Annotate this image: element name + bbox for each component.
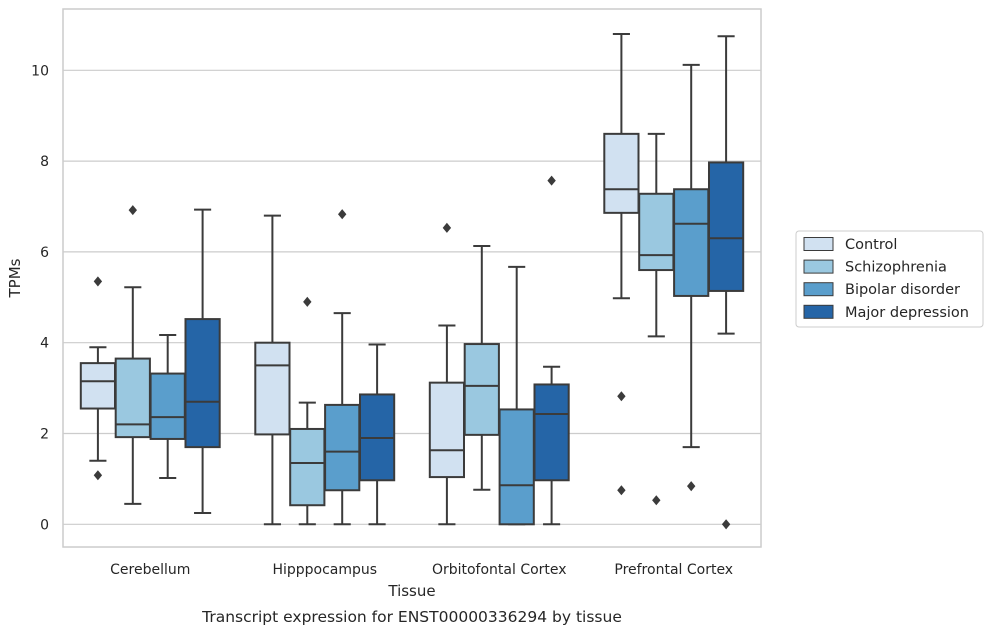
box-group: [603, 32, 745, 530]
box: [324, 403, 361, 492]
legend: Control Schizophrenia Bipolar disorder Majo…: [795, 230, 984, 328]
legend-swatch: [803, 304, 834, 319]
box: [428, 381, 466, 479]
outlier-point: [547, 175, 556, 186]
x-tick-label: Hipppocampus: [272, 562, 377, 578]
box: [638, 192, 675, 272]
outlier-point: [617, 391, 626, 402]
y-tick-label: 0: [40, 517, 49, 533]
outlier-point: [442, 222, 452, 233]
x-tick-label: Orbitofontal Cortex: [432, 562, 567, 578]
box: [498, 408, 535, 526]
y-tick-label: 8: [40, 154, 49, 170]
y-tick-label: 2: [40, 426, 49, 442]
legend-label: Major depression: [845, 305, 969, 321]
outlier-point: [617, 485, 626, 496]
box: [603, 132, 640, 214]
box-groups: [79, 32, 745, 530]
chart-caption: Transcript expression for ENST0000033629…: [201, 608, 622, 626]
box: [673, 188, 710, 297]
outlier-point: [303, 296, 312, 307]
outlier-point: [128, 205, 137, 216]
box-group: [428, 175, 570, 526]
box: [254, 341, 291, 436]
box: [707, 161, 745, 292]
y-axis-ticks: 0 2 4 6 8 10: [31, 63, 49, 533]
box-group: [79, 205, 221, 514]
box: [289, 427, 326, 507]
box-group: [254, 209, 396, 526]
outlier-point: [338, 209, 347, 220]
x-tick-label: Cerebellum: [110, 562, 190, 578]
outlier-point: [93, 276, 103, 287]
box: [184, 318, 221, 449]
legend-label: Bipolar disorder: [845, 282, 960, 298]
box: [533, 383, 570, 482]
outlier-point: [687, 481, 696, 492]
box: [463, 343, 500, 436]
y-tick-label: 4: [40, 336, 49, 352]
outlier-point: [721, 519, 731, 530]
legend-swatch: [803, 237, 834, 251]
outlier-point: [93, 470, 103, 481]
box: [149, 372, 186, 440]
box: [79, 362, 117, 410]
outlier-point: [652, 495, 661, 506]
legend-label: Control: [845, 237, 897, 253]
plot-area-frame: [62, 8, 762, 548]
legend-swatch: [803, 282, 834, 297]
legend-label: Schizophrenia: [845, 260, 947, 276]
y-axis-label: TPMs: [6, 258, 24, 298]
legend-swatch: [803, 259, 834, 274]
x-tick-label: Prefrontal Cortex: [614, 562, 733, 578]
x-axis-ticks: Cerebellum Hipppocampus Orbitofontal Corte…: [110, 562, 733, 578]
legend-frame: [795, 230, 984, 328]
y-tick-label: 6: [40, 245, 49, 261]
x-axis-label: Tissue: [387, 582, 435, 600]
y-tick-label: 10: [31, 63, 49, 79]
